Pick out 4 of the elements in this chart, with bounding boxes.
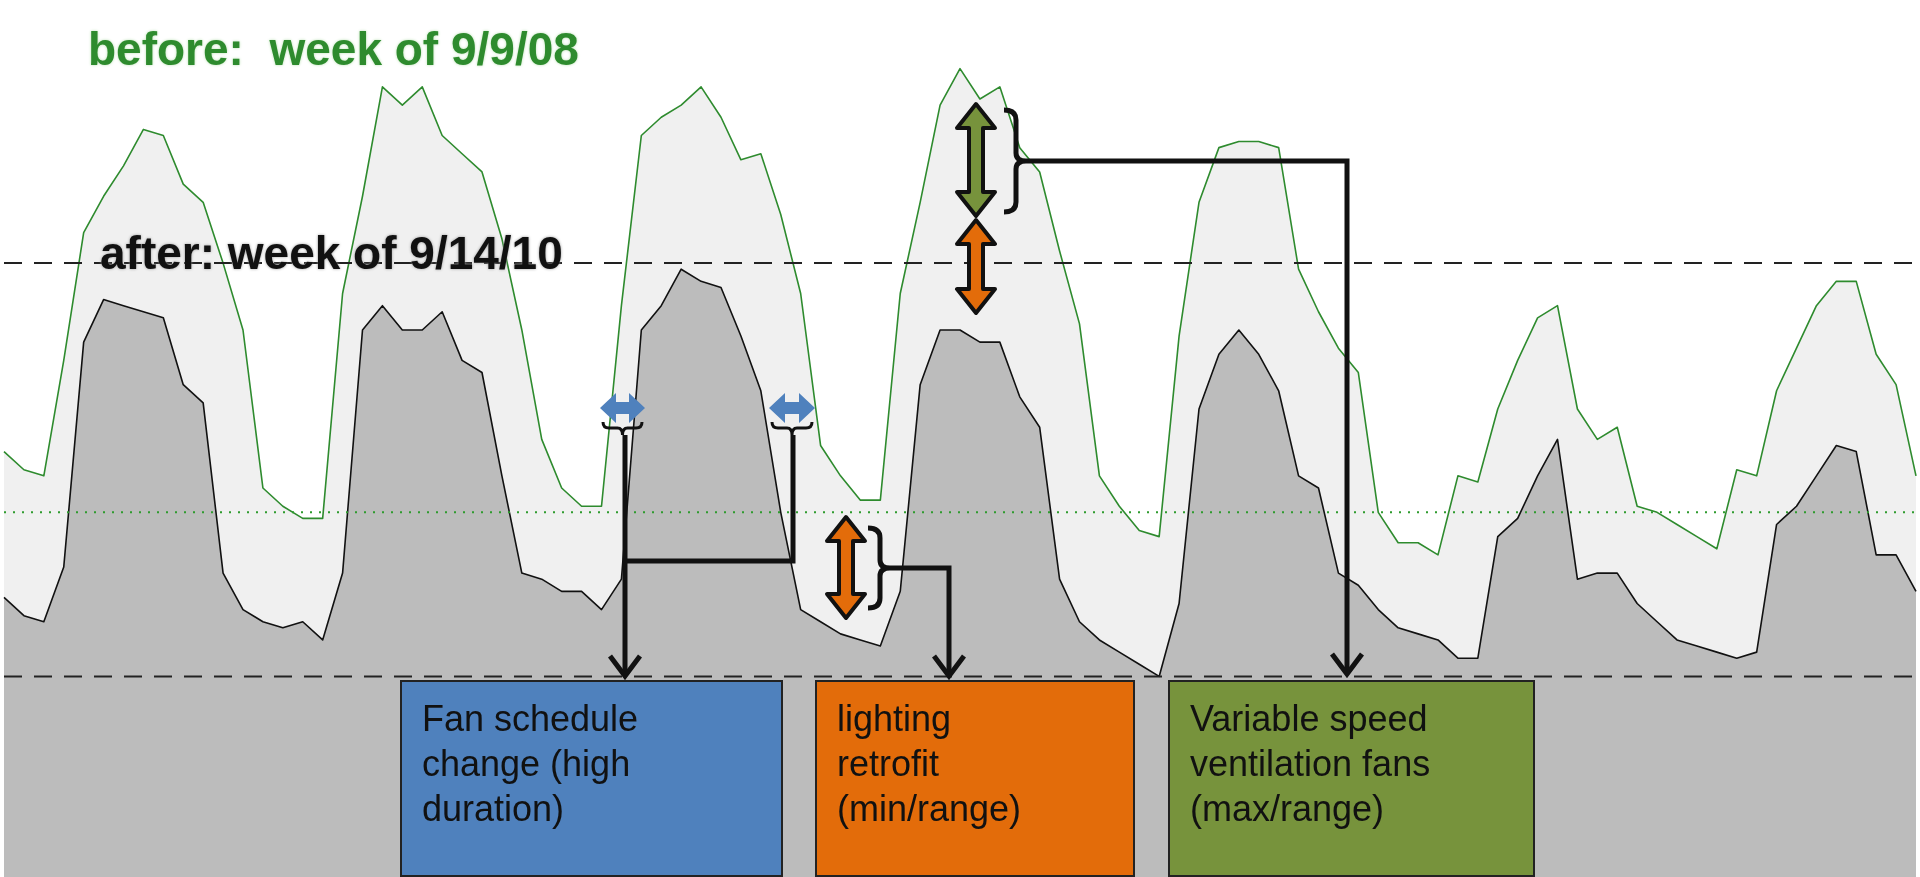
text: lighting retrofit (min/range): [837, 697, 1023, 831]
series-label: before: week of 9/9/08: [88, 22, 579, 76]
text: Variable speed ventilation fans (max/range): [1190, 697, 1432, 831]
text: Fan schedule change (high duration): [422, 697, 640, 831]
